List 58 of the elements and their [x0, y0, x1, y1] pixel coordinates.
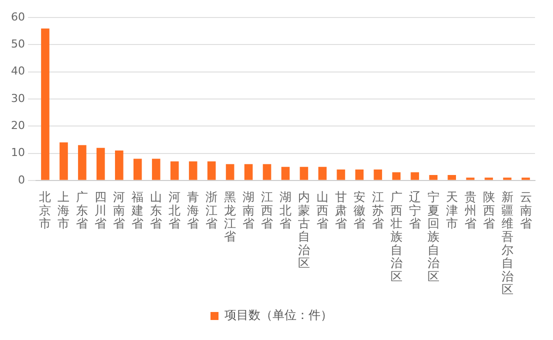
x-tick-label: 广西壮族自治区	[389, 190, 402, 284]
x-tick-label: 江苏省	[372, 190, 384, 231]
x-tick-label: 黑龙江省	[224, 190, 236, 244]
bar	[96, 148, 105, 180]
x-tick-label: 河北省	[168, 190, 181, 231]
bar	[410, 172, 420, 180]
x-tick-label: 湖南省	[242, 190, 255, 231]
bar	[133, 158, 142, 180]
bar	[244, 164, 253, 180]
bar	[374, 170, 382, 180]
x-tick-label: 辽宁省	[408, 190, 421, 231]
x-tick-label: 北京市	[39, 190, 52, 231]
bar	[78, 145, 86, 180]
x-tick-label: 宁夏回族自治区	[427, 190, 440, 284]
x-tick-label: 天津市	[446, 190, 458, 231]
y-tick-label: 50	[10, 38, 25, 51]
x-tick-label: 青海省	[187, 190, 200, 231]
bar	[336, 170, 346, 180]
bar	[41, 28, 50, 180]
bar	[152, 158, 160, 180]
bar	[429, 174, 438, 180]
bar	[392, 172, 401, 180]
bar	[262, 164, 272, 180]
bar	[115, 150, 124, 180]
x-tick-label: 山东省	[150, 190, 162, 231]
x-tick-label: 山西省	[316, 190, 328, 231]
x-tick-label: 河南省	[113, 190, 126, 231]
bar	[300, 166, 308, 180]
x-tick-label: 福建省	[130, 190, 144, 231]
bar	[170, 161, 179, 180]
y-tick-label: 10	[10, 146, 25, 160]
x-tick-label: 贵州省	[464, 190, 476, 231]
y-tick-label: 0	[18, 173, 25, 186]
x-tick-label: 甘肃省	[334, 190, 347, 231]
y-tick-label: 40	[10, 64, 25, 78]
x-tick-label: 安徽省	[353, 190, 366, 231]
bar	[226, 164, 234, 180]
bar	[281, 166, 290, 180]
bar	[188, 161, 198, 180]
bar	[448, 174, 456, 180]
x-tick-label: 陕西省	[482, 190, 495, 231]
bar	[60, 142, 68, 180]
y-tick-label: 20	[10, 118, 25, 132]
bar	[355, 170, 364, 180]
x-tick-label: 新疆维吾尔自治区	[501, 190, 514, 297]
x-tick-label: 云南省	[520, 190, 532, 231]
y-tick-label: 30	[10, 92, 25, 105]
x-tick-label: 江西省	[261, 190, 274, 231]
bar	[318, 166, 327, 180]
x-tick-label: 湖北省	[280, 190, 292, 231]
x-tick-label: 四川省	[94, 190, 107, 231]
x-tick-label: 内蒙古自治区	[298, 190, 310, 270]
x-tick-label: 浙江省	[206, 190, 218, 231]
x-tick-label: 上海市	[58, 190, 70, 231]
legend-label: 项目数（单位：件）	[224, 308, 332, 322]
x-tick-label: 广东省	[76, 190, 88, 231]
y-tick-label: 60	[10, 10, 25, 24]
bar	[207, 161, 216, 180]
